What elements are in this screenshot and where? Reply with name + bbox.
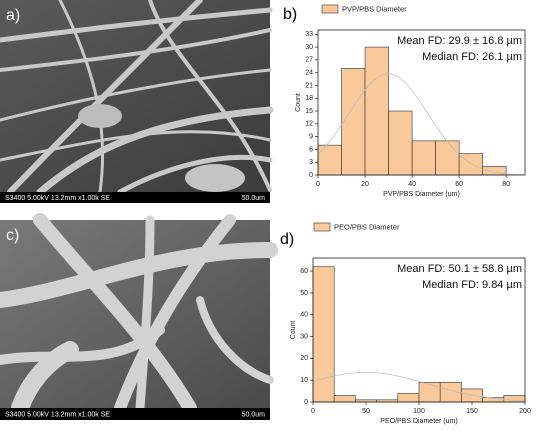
y-axis-label: Count: [295, 93, 302, 112]
panel-label: c): [6, 227, 19, 244]
y-tick-label: 27: [305, 57, 313, 64]
y-tick-label: 24: [305, 69, 313, 76]
legend-swatch: [313, 222, 331, 232]
y-tick-label: 30: [300, 333, 308, 340]
x-tick-label: 200: [519, 408, 531, 415]
bar: [411, 140, 436, 176]
bar: [458, 153, 483, 176]
y-tick-label: 15: [305, 108, 313, 115]
y-tick-label: 60: [300, 268, 308, 275]
x-tick-label: 80: [502, 181, 510, 188]
legend-label: PEO/PBS Diameter: [334, 222, 400, 231]
image-caption: S3400 5.00kV 13.2mm x1.00k SE: [5, 411, 110, 418]
bar: [333, 395, 356, 403]
y-tick-label: 9: [309, 133, 313, 140]
annotation: Median FD: 26.1 µm: [422, 51, 522, 63]
x-tick-label: 20: [361, 181, 369, 188]
x-tick-label: 40: [408, 181, 416, 188]
bar: [397, 392, 420, 403]
x-tick-label: 150: [466, 408, 478, 415]
scale-label: 50.0um: [242, 195, 266, 202]
sem-image: [0, 0, 274, 203]
x-tick-label: 100: [413, 408, 425, 415]
bar: [461, 388, 483, 403]
bar: [418, 382, 441, 403]
plot-frame: [317, 29, 526, 176]
x-tick-label: 60: [455, 181, 463, 188]
annotation: Mean FD: 29.9 ± 16.8 µm: [397, 35, 522, 47]
y-tick-label: 10: [300, 377, 308, 384]
panel-label: a): [6, 7, 20, 24]
y-tick-label: 21: [305, 82, 313, 89]
bar: [435, 140, 460, 176]
legend-label: PVP/PBS Diameter: [342, 4, 407, 13]
fit-curve: [312, 372, 526, 402]
y-tick-label: 3: [309, 159, 313, 166]
bar: [364, 46, 389, 176]
x-tick-label: 50: [362, 408, 370, 415]
fit-curve: [317, 73, 525, 176]
y-tick-label: 12: [305, 121, 313, 128]
y-tick-label: 0: [304, 399, 308, 406]
y-tick-label: 0: [309, 172, 313, 179]
image-caption: S3400 5.00kV 13.2mm x1.00k SE: [5, 195, 110, 202]
y-tick-label: 18: [305, 95, 313, 102]
y-tick-label: 33: [305, 31, 313, 38]
x-axis-label: PEO/PBS Diameter (um): [380, 418, 457, 425]
x-tick-label: 0: [311, 408, 315, 415]
y-tick-label: 6: [309, 146, 313, 153]
x-tick-label: 0: [316, 181, 320, 188]
y-axis-label: Count: [290, 321, 297, 340]
annotation: Median FD: 9.84 µm: [422, 279, 522, 291]
y-tick-label: 40: [300, 312, 308, 319]
scale-label: 50.0um: [242, 411, 266, 418]
sem-image: [0, 213, 278, 420]
bar: [317, 144, 342, 176]
y-tick-label: 50: [300, 290, 308, 297]
y-tick-label: 30: [305, 44, 313, 51]
bar: [388, 110, 413, 176]
y-tick-label: 20: [300, 355, 308, 362]
annotation: Mean FD: 50.1 ± 58.8 µm: [397, 263, 522, 275]
x-axis-label: PVP/PBS Diameter (um): [383, 191, 460, 198]
bar: [312, 266, 335, 403]
legend-swatch: [321, 4, 339, 14]
panel-label: b): [283, 6, 297, 23]
panel-label: d): [280, 231, 294, 248]
bar: [341, 68, 366, 176]
